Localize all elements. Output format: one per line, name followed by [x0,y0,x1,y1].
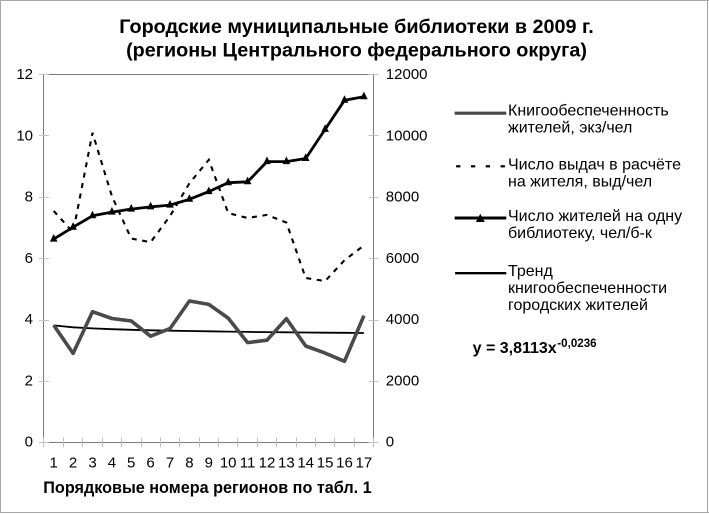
svg-text:жителей, экз/чел: жителей, экз/чел [508,119,632,136]
svg-text:Городские муниципальные библио: Городские муниципальные библиотеки в 200… [119,16,593,38]
svg-text:15: 15 [317,455,334,472]
svg-text:5: 5 [127,455,135,472]
svg-text:0: 0 [386,434,394,451]
svg-text:Число жителей на одну: Число жителей на одну [508,208,682,225]
svg-text:14: 14 [297,455,314,472]
svg-text:12: 12 [16,66,33,83]
svg-text:на жителя, выд/чел: на жителя, выд/чел [508,173,652,190]
svg-text:4: 4 [108,455,116,472]
svg-text:4000: 4000 [386,311,419,328]
svg-text:8000: 8000 [386,189,419,206]
svg-text:6000: 6000 [386,250,419,267]
svg-text:11: 11 [240,455,256,472]
svg-text:10: 10 [16,127,33,144]
svg-text:9: 9 [205,455,213,472]
svg-text:y = 3,8113x: y = 3,8113x [473,340,557,357]
svg-text:Порядковые номера регионов по: Порядковые номера регионов по табл. 1 [43,479,371,497]
svg-text:10000: 10000 [386,127,428,144]
svg-text:13: 13 [278,455,295,472]
svg-text:2: 2 [69,455,77,472]
svg-text:4: 4 [25,311,33,328]
svg-text:-0,0236: -0,0236 [557,337,597,350]
svg-text:Тренд: Тренд [508,263,554,280]
svg-text:библиотеку, чел/б-к: библиотеку, чел/б-к [508,225,653,242]
svg-text:городских жителей: городских жителей [508,297,648,314]
svg-text:3: 3 [88,455,96,472]
svg-text:Число выдач в расчёте: Число выдач в расчёте [508,156,681,173]
svg-text:0: 0 [25,434,33,451]
svg-text:12: 12 [259,455,276,472]
svg-text:6: 6 [146,455,154,472]
svg-text:12000: 12000 [386,66,428,83]
svg-text:2000: 2000 [386,372,419,389]
svg-text:1: 1 [50,455,58,472]
svg-text:16: 16 [336,455,353,472]
svg-text:(регионы Центрального федераль: (регионы Центрального федерального округ… [126,39,587,61]
svg-text:6: 6 [25,250,33,267]
svg-text:2: 2 [25,372,33,389]
svg-text:Книгообеспеченность: Книгообеспеченность [508,103,669,120]
svg-text:книгообеспеченности: книгообеспеченности [508,280,667,297]
svg-text:8: 8 [25,189,33,206]
svg-text:8: 8 [185,455,193,472]
svg-text:17: 17 [356,455,373,472]
svg-text:10: 10 [220,455,237,472]
svg-text:7: 7 [166,455,174,472]
